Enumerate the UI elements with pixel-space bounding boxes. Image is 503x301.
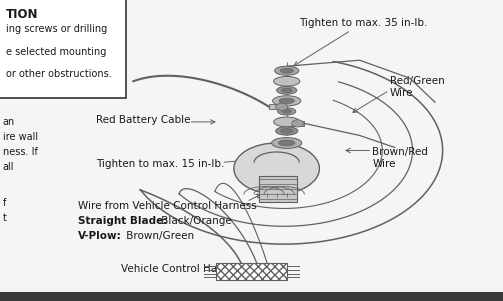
Ellipse shape bbox=[272, 138, 302, 148]
FancyBboxPatch shape bbox=[0, 0, 126, 98]
Ellipse shape bbox=[278, 140, 295, 146]
Circle shape bbox=[276, 103, 288, 110]
Text: f: f bbox=[3, 198, 6, 208]
Ellipse shape bbox=[274, 76, 300, 86]
Ellipse shape bbox=[280, 68, 293, 73]
Text: V-Plow:: V-Plow: bbox=[78, 231, 122, 241]
Ellipse shape bbox=[277, 86, 297, 94]
Text: Red Battery Cable: Red Battery Cable bbox=[96, 115, 190, 126]
Text: Vehicle Control Harness: Vehicle Control Harness bbox=[121, 264, 245, 275]
Bar bbox=[292, 121, 304, 126]
Ellipse shape bbox=[275, 66, 299, 75]
Bar bbox=[216, 263, 287, 280]
Text: TION: TION bbox=[6, 8, 39, 20]
Text: all: all bbox=[3, 162, 14, 172]
Bar bbox=[259, 176, 297, 202]
Ellipse shape bbox=[279, 98, 294, 104]
Text: Brown/Green: Brown/Green bbox=[123, 231, 194, 241]
Text: e selected mounting: e selected mounting bbox=[6, 47, 107, 57]
Bar bbox=[269, 104, 282, 109]
Text: Tighten to max. 35 in-lb.: Tighten to max. 35 in-lb. bbox=[294, 17, 428, 66]
Text: Brown/Red
Wire: Brown/Red Wire bbox=[372, 147, 428, 169]
Circle shape bbox=[292, 120, 304, 127]
Ellipse shape bbox=[282, 109, 292, 113]
Text: or other obstructions.: or other obstructions. bbox=[6, 69, 112, 79]
Ellipse shape bbox=[274, 117, 300, 127]
Circle shape bbox=[234, 143, 319, 194]
Ellipse shape bbox=[281, 129, 293, 133]
Ellipse shape bbox=[273, 96, 301, 106]
Text: Tighten to max. 15 in-lb.: Tighten to max. 15 in-lb. bbox=[96, 159, 224, 169]
Text: an: an bbox=[3, 117, 15, 127]
Text: Black/Orange: Black/Orange bbox=[158, 216, 232, 226]
Bar bbox=[0, 292, 503, 301]
Text: Red/Green
Wire: Red/Green Wire bbox=[390, 76, 445, 98]
Text: ire wall: ire wall bbox=[3, 132, 38, 142]
Ellipse shape bbox=[281, 88, 292, 92]
Text: Wire from Vehicle Control Harness: Wire from Vehicle Control Harness bbox=[78, 201, 257, 211]
Ellipse shape bbox=[278, 108, 296, 115]
Text: ing screws or drilling: ing screws or drilling bbox=[6, 24, 107, 34]
Text: t: t bbox=[3, 213, 7, 223]
Ellipse shape bbox=[276, 127, 298, 135]
Text: Straight Blade:: Straight Blade: bbox=[78, 216, 167, 226]
Text: ness. If: ness. If bbox=[3, 147, 37, 157]
